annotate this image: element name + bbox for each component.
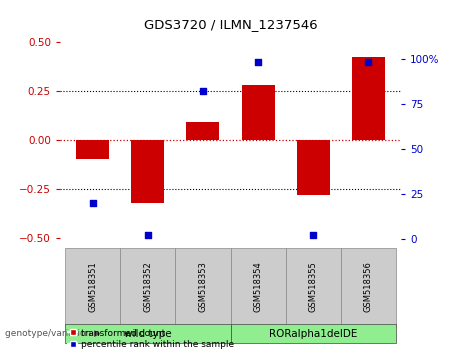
- Point: [199, 88, 207, 94]
- FancyBboxPatch shape: [230, 248, 285, 326]
- FancyBboxPatch shape: [176, 248, 230, 326]
- Text: GSM518356: GSM518356: [364, 261, 372, 312]
- Title: GDS3720 / ILMN_1237546: GDS3720 / ILMN_1237546: [144, 18, 317, 31]
- FancyBboxPatch shape: [341, 248, 396, 326]
- Bar: [296, 140, 330, 195]
- Text: GSM518355: GSM518355: [308, 261, 318, 312]
- Point: [144, 232, 152, 238]
- Bar: [352, 57, 384, 140]
- Bar: [77, 140, 109, 159]
- Text: genotype/variation ▶: genotype/variation ▶: [5, 329, 100, 338]
- Point: [309, 232, 317, 238]
- Point: [364, 59, 372, 65]
- FancyBboxPatch shape: [285, 248, 341, 326]
- Text: GSM518354: GSM518354: [254, 261, 262, 312]
- FancyBboxPatch shape: [230, 324, 396, 343]
- Point: [254, 59, 262, 65]
- Bar: [187, 122, 219, 140]
- Point: [89, 200, 97, 206]
- Bar: [131, 140, 165, 202]
- Text: GSM518353: GSM518353: [199, 261, 207, 312]
- Text: RORalpha1delDE: RORalpha1delDE: [269, 329, 357, 339]
- FancyBboxPatch shape: [65, 248, 120, 326]
- Text: GSM518352: GSM518352: [143, 261, 153, 312]
- Text: GSM518351: GSM518351: [89, 261, 97, 312]
- Text: wild type: wild type: [124, 329, 172, 339]
- Legend: transformed count, percentile rank within the sample: transformed count, percentile rank withi…: [65, 325, 237, 353]
- FancyBboxPatch shape: [120, 248, 176, 326]
- Bar: [242, 85, 274, 140]
- FancyBboxPatch shape: [65, 324, 230, 343]
